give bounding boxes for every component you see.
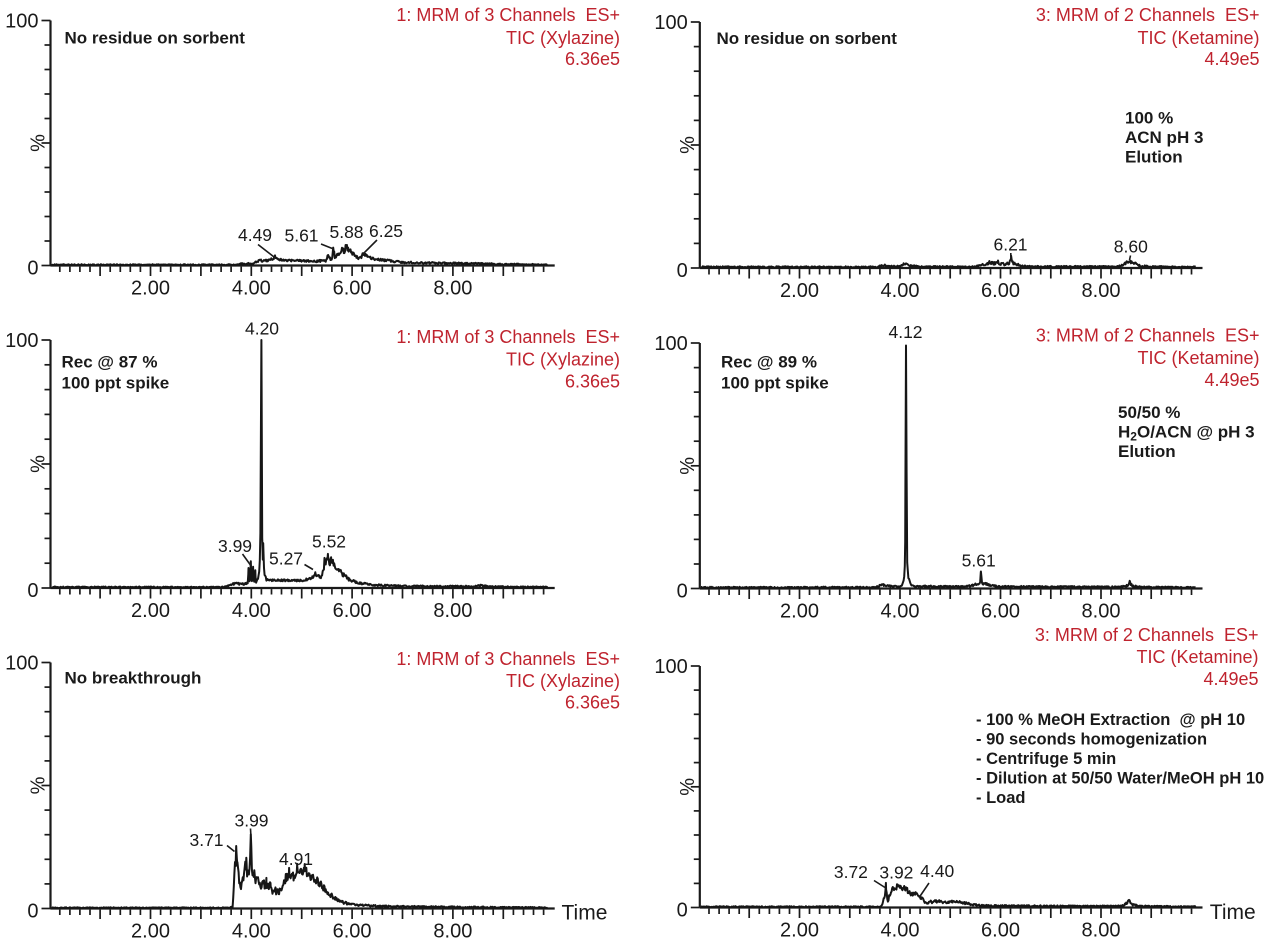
svg-text:Time: Time xyxy=(562,901,608,924)
svg-text:5.27: 5.27 xyxy=(269,549,303,569)
svg-text:8.60: 8.60 xyxy=(1114,237,1148,257)
svg-text:2.00: 2.00 xyxy=(131,600,170,622)
svg-text:No breakthrough: No breakthrough xyxy=(65,669,202,688)
svg-text:4.00: 4.00 xyxy=(232,277,271,299)
svg-text:%: % xyxy=(677,457,699,475)
svg-text:8.00: 8.00 xyxy=(433,920,472,942)
svg-text:- Centrifuge 5 min: - Centrifuge 5 min xyxy=(976,750,1116,768)
svg-text:4.49: 4.49 xyxy=(238,225,272,245)
svg-text:1: MRM of 3 Channels ES+: 1: MRM of 3 Channels ES+ xyxy=(396,5,620,25)
svg-text:%: % xyxy=(677,778,699,796)
svg-text:%: % xyxy=(28,134,50,152)
svg-text:4.49e5: 4.49e5 xyxy=(1204,370,1259,390)
svg-text:5.61: 5.61 xyxy=(962,551,996,571)
svg-text:6.00: 6.00 xyxy=(333,920,372,942)
svg-text:6.36e5: 6.36e5 xyxy=(565,49,620,69)
svg-text:No residue on sorbent: No residue on sorbent xyxy=(65,29,246,48)
svg-text:4.00: 4.00 xyxy=(881,919,920,941)
svg-text:0: 0 xyxy=(27,580,38,602)
svg-text:TIC (Ketamine): TIC (Ketamine) xyxy=(1136,647,1258,667)
svg-text:4.00: 4.00 xyxy=(881,280,920,302)
svg-text:100 %: 100 % xyxy=(1125,109,1173,128)
svg-text:3: MRM of 2 Channels ES+: 3: MRM of 2 Channels ES+ xyxy=(1036,326,1260,346)
svg-text:ACN pH 3: ACN pH 3 xyxy=(1125,128,1203,147)
svg-text:8.00: 8.00 xyxy=(1082,600,1121,622)
svg-text:0: 0 xyxy=(27,258,38,280)
svg-text:- 100 % MeOH Extraction @ pH: - 100 % MeOH Extraction @ pH 10 xyxy=(976,711,1245,729)
svg-text:TIC (Xylazine): TIC (Xylazine) xyxy=(506,28,620,48)
svg-text:3: MRM of 2 Channels ES+: 3: MRM of 2 Channels ES+ xyxy=(1035,625,1259,645)
svg-text:%: % xyxy=(28,776,50,794)
svg-text:5.88: 5.88 xyxy=(329,222,363,242)
svg-text:0: 0 xyxy=(27,901,38,923)
svg-text:TIC (Ketamine): TIC (Ketamine) xyxy=(1137,348,1259,368)
svg-text:0: 0 xyxy=(677,581,688,603)
svg-text:4.00: 4.00 xyxy=(881,600,920,622)
svg-text:1: MRM of 3 Channels ES+: 1: MRM of 3 Channels ES+ xyxy=(396,327,620,347)
svg-text:Rec @ 87 %: Rec @ 87 % xyxy=(62,353,158,372)
svg-text:0: 0 xyxy=(677,260,688,282)
svg-text:Rec @ 89 %: Rec @ 89 % xyxy=(721,353,817,372)
svg-text:TIC (Xylazine): TIC (Xylazine) xyxy=(506,671,620,691)
svg-text:6.00: 6.00 xyxy=(981,280,1020,302)
svg-text:- Dilution at 50/50 Water/MeOH: - Dilution at 50/50 Water/MeOH pH 10 xyxy=(976,770,1264,788)
svg-text:2.00: 2.00 xyxy=(131,277,170,299)
svg-text:3.99: 3.99 xyxy=(234,811,268,831)
svg-text:Elution: Elution xyxy=(1118,442,1176,461)
svg-text:3.71: 3.71 xyxy=(189,830,223,850)
svg-text:4.49e5: 4.49e5 xyxy=(1203,669,1258,689)
svg-text:3: MRM of 2 Channels ES+: 3: MRM of 2 Channels ES+ xyxy=(1036,5,1260,25)
svg-text:No residue on sorbent: No residue on sorbent xyxy=(717,29,898,48)
svg-text:100: 100 xyxy=(654,333,687,355)
svg-text:5.52: 5.52 xyxy=(312,532,346,552)
svg-text:100: 100 xyxy=(5,652,38,674)
svg-text:- Load: - Load xyxy=(976,789,1026,807)
svg-text:6.25: 6.25 xyxy=(369,221,403,241)
svg-text:Time: Time xyxy=(1210,901,1256,924)
svg-text:8.00: 8.00 xyxy=(1082,280,1121,302)
svg-text:2.00: 2.00 xyxy=(780,280,819,302)
svg-text:%: % xyxy=(28,455,50,473)
svg-text:Elution: Elution xyxy=(1125,148,1183,167)
svg-text:- 90 seconds homogenization: - 90 seconds homogenization xyxy=(976,731,1207,749)
svg-text:TIC (Xylazine): TIC (Xylazine) xyxy=(506,350,620,370)
svg-text:100: 100 xyxy=(654,656,687,678)
svg-text:2.00: 2.00 xyxy=(131,920,170,942)
svg-text:4.91: 4.91 xyxy=(279,849,313,869)
svg-text:6.21: 6.21 xyxy=(993,235,1027,255)
svg-text:100: 100 xyxy=(654,12,687,34)
svg-text:3.72: 3.72 xyxy=(834,862,868,882)
svg-text:6.36e5: 6.36e5 xyxy=(565,693,620,713)
svg-text:4.20: 4.20 xyxy=(245,319,279,339)
svg-text:6.00: 6.00 xyxy=(981,919,1020,941)
svg-text:4.00: 4.00 xyxy=(232,600,271,622)
svg-text:2.00: 2.00 xyxy=(780,919,819,941)
svg-text:3.92: 3.92 xyxy=(879,863,913,883)
svg-text:100: 100 xyxy=(5,10,38,32)
svg-text:6.00: 6.00 xyxy=(981,600,1020,622)
svg-text:2.00: 2.00 xyxy=(780,600,819,622)
svg-text:3.99: 3.99 xyxy=(218,536,252,556)
svg-text:6.00: 6.00 xyxy=(333,277,372,299)
svg-text:100: 100 xyxy=(5,330,38,352)
svg-text:6.36e5: 6.36e5 xyxy=(565,372,620,392)
svg-text:TIC (Ketamine): TIC (Ketamine) xyxy=(1137,28,1259,48)
svg-text:4.12: 4.12 xyxy=(888,322,922,342)
svg-text:100 ppt spike: 100 ppt spike xyxy=(721,374,829,393)
svg-text:4.40: 4.40 xyxy=(920,861,954,881)
svg-text:4.49e5: 4.49e5 xyxy=(1204,49,1259,69)
svg-text:0: 0 xyxy=(677,900,688,922)
svg-text:4.00: 4.00 xyxy=(232,920,271,942)
svg-text:1: MRM of 3 Channels ES+: 1: MRM of 3 Channels ES+ xyxy=(396,649,620,669)
svg-text:8.00: 8.00 xyxy=(1082,919,1121,941)
svg-text:50/50 %: 50/50 % xyxy=(1118,403,1180,422)
svg-text:5.61: 5.61 xyxy=(284,226,318,246)
svg-text:%: % xyxy=(677,136,699,154)
svg-text:100 ppt spike: 100 ppt spike xyxy=(62,374,170,393)
svg-text:H2O/ACN @ pH 3: H2O/ACN @ pH 3 xyxy=(1118,422,1255,443)
svg-text:6.00: 6.00 xyxy=(333,600,372,622)
svg-text:8.00: 8.00 xyxy=(433,277,472,299)
svg-text:8.00: 8.00 xyxy=(433,600,472,622)
